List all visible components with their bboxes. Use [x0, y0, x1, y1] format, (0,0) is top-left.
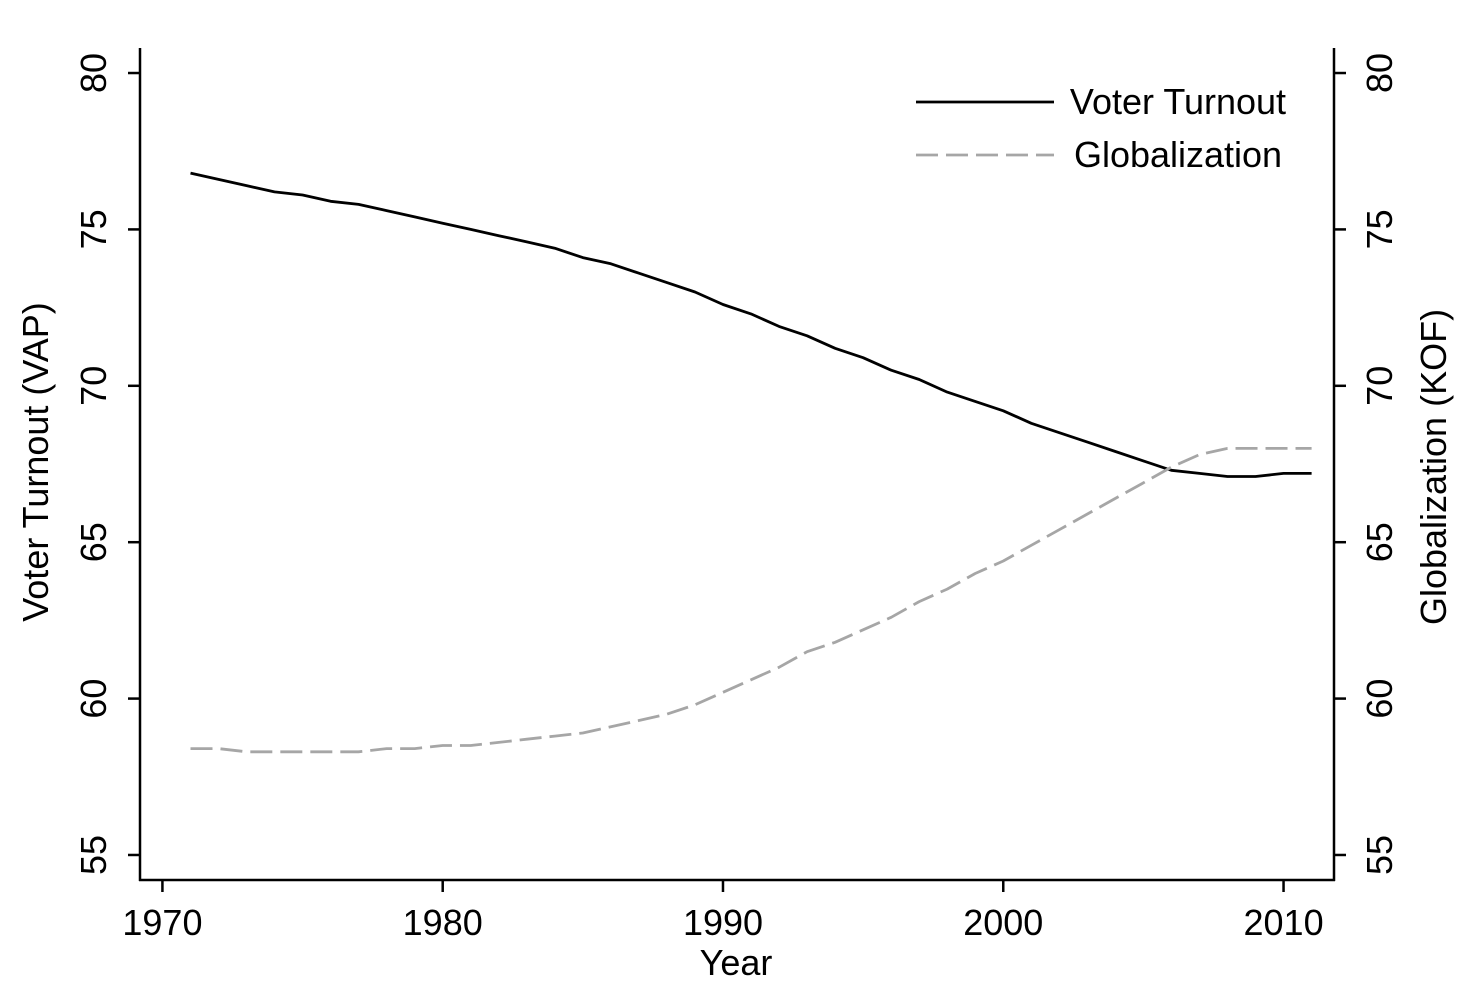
legend-label-globalization: Globalization — [1074, 134, 1282, 175]
y-tick-label: 75 — [73, 209, 114, 249]
series-lines — [190, 171, 1312, 754]
x-tick-label: 1990 — [683, 902, 763, 943]
x-tick-label: 2010 — [1244, 902, 1324, 943]
x-tick-label: 2000 — [963, 902, 1043, 943]
y2-tick-label: 65 — [1359, 522, 1400, 562]
globalization-line — [190, 446, 1312, 754]
y-tick-label: 80 — [73, 53, 114, 93]
y-axis-label: Voter Turnout (VAP) — [15, 302, 56, 621]
y-tick-label: 55 — [73, 835, 114, 875]
y-tick-label: 65 — [73, 522, 114, 562]
legend-label-voter-turnout: Voter Turnout — [1070, 81, 1286, 122]
y2-tick-label: 70 — [1359, 366, 1400, 406]
axes: 1970 1980 1990 2000 2010 55 60 65 70 75 80 55 60 65 70… — [73, 48, 1400, 943]
y2-tick-label: 60 — [1359, 679, 1400, 719]
legend: Voter Turnout Globalization — [916, 81, 1286, 175]
y-tick-label: 60 — [73, 679, 114, 719]
x-tick-label: 1970 — [122, 902, 202, 943]
y2-tick-label: 80 — [1359, 53, 1400, 93]
y2-axis-label: Globalization (KOF) — [1413, 309, 1454, 625]
x-tick-label: 1980 — [403, 902, 483, 943]
x-axis-label: Year — [700, 942, 773, 982]
y2-tick-label: 55 — [1359, 835, 1400, 875]
voter-turnout-line — [190, 171, 1312, 478]
y-tick-label: 70 — [73, 366, 114, 406]
y2-tick-label: 75 — [1359, 209, 1400, 249]
